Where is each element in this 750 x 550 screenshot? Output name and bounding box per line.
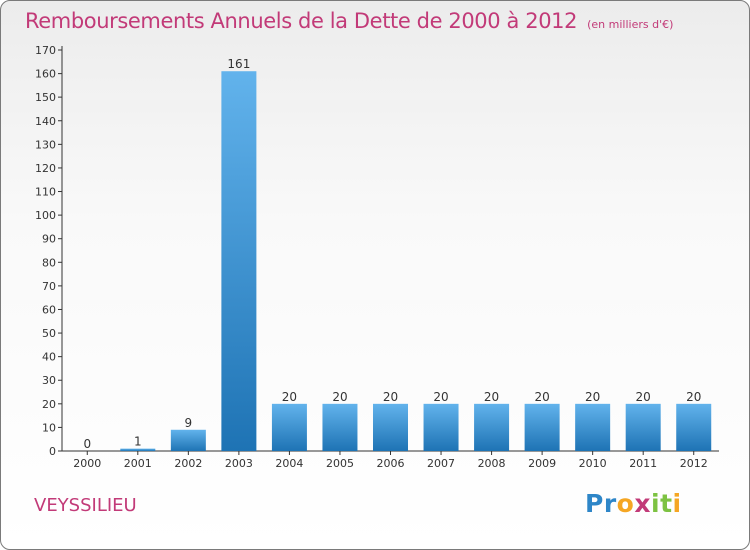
- x-tick-label: 2011: [629, 457, 657, 470]
- y-tick-label: 170: [35, 44, 56, 57]
- bar-2004: [271, 403, 307, 451]
- bar-2006: [373, 403, 408, 451]
- logo-letter: i: [672, 489, 682, 518]
- commune-name: VEYSSILIEU: [34, 495, 137, 516]
- x-tick-label: 2007: [427, 457, 455, 470]
- logo-letter: r: [603, 489, 617, 518]
- chart-bars: [120, 71, 712, 452]
- y-tick-label: 110: [35, 186, 56, 199]
- y-tick-label: 140: [35, 115, 56, 128]
- logo-letter: o: [616, 489, 635, 518]
- bar-2005: [322, 403, 358, 451]
- chart-data-labels: 0 1 9 161 20 20 20 20 20 20 20 20 20: [83, 57, 701, 451]
- x-tick-label: 2005: [326, 457, 354, 470]
- data-label: 20: [383, 390, 398, 404]
- data-label: 20: [585, 390, 600, 404]
- x-tick-label: 2006: [377, 457, 405, 470]
- x-tick-label: 2008: [478, 457, 506, 470]
- data-label: 20: [534, 390, 549, 404]
- logo-letter: t: [660, 489, 673, 518]
- x-tick-label: 2000: [73, 457, 101, 470]
- y-tick-label: 30: [42, 374, 56, 387]
- chart-title: Remboursements Annuels de la Dette de 20…: [25, 9, 673, 33]
- y-tick-label: 10: [42, 421, 56, 434]
- chart-title-text: Remboursements Annuels de la Dette de 20…: [25, 9, 578, 33]
- data-label: 0: [83, 437, 91, 451]
- proxiti-logo: Proxiti: [585, 489, 682, 518]
- data-label: 20: [332, 390, 347, 404]
- x-tick-label: 2012: [680, 457, 708, 470]
- chart-axes: 0102030405060708090100110120130140150160…: [35, 44, 719, 470]
- bar-2007: [423, 403, 459, 451]
- logo-letter: x: [634, 489, 651, 518]
- chart-subtitle: (en milliers d'€): [587, 18, 674, 31]
- y-tick-label: 80: [42, 256, 56, 269]
- x-tick-label: 2001: [124, 457, 152, 470]
- data-label: 20: [282, 390, 297, 404]
- y-tick-label: 100: [35, 209, 56, 222]
- y-tick-label: 20: [42, 398, 56, 411]
- bar-2008: [474, 403, 510, 451]
- y-tick-label: 130: [35, 138, 56, 151]
- data-label: 9: [185, 416, 193, 430]
- data-label: 20: [484, 390, 499, 404]
- data-label: 20: [433, 390, 448, 404]
- x-tick-label: 2003: [225, 457, 253, 470]
- x-tick-label: 2010: [579, 457, 607, 470]
- data-label: 1: [134, 435, 142, 449]
- y-tick-label: 160: [35, 68, 56, 81]
- y-tick-label: 50: [42, 327, 56, 340]
- y-tick-label: 70: [42, 280, 56, 293]
- data-label: 161: [227, 57, 250, 71]
- bar-2001: [120, 448, 156, 451]
- x-tick-label: 2004: [275, 457, 303, 470]
- logo-letter: i: [651, 489, 661, 518]
- y-tick-label: 90: [42, 233, 56, 246]
- y-tick-label: 40: [42, 351, 56, 364]
- y-tick-label: 150: [35, 91, 56, 104]
- bar-2010: [575, 403, 611, 451]
- data-label: 20: [686, 390, 701, 404]
- y-tick-label: 60: [42, 303, 56, 316]
- bar-2003: [221, 71, 257, 452]
- bar-2011: [625, 403, 661, 451]
- data-label: 20: [636, 390, 651, 404]
- x-tick-label: 2002: [174, 457, 202, 470]
- bar-2002: [170, 429, 206, 451]
- bar-2009: [524, 403, 560, 451]
- bar-2012: [676, 403, 712, 451]
- logo-letter: P: [585, 489, 604, 518]
- x-tick-label: 2009: [528, 457, 556, 470]
- y-tick-label: 120: [35, 162, 56, 175]
- y-tick-label: 0: [49, 445, 56, 458]
